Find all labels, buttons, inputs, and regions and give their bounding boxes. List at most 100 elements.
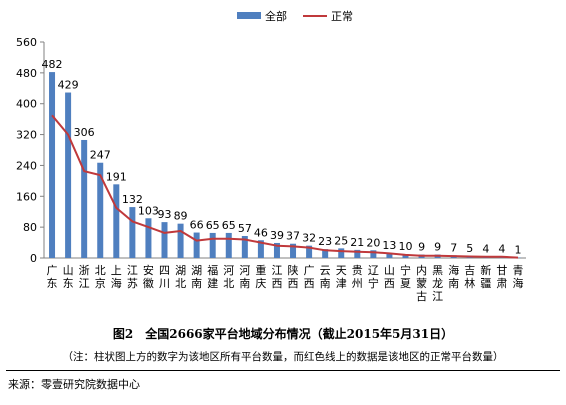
data-label-山西: 13	[382, 239, 396, 252]
bar-江苏	[129, 207, 136, 258]
y-tick-label: 160	[16, 190, 37, 203]
data-label-四川: 93	[158, 208, 172, 221]
divider	[6, 370, 560, 371]
data-label-河南: 57	[238, 222, 252, 235]
bar-北京	[97, 162, 104, 258]
normal-series-line	[51, 114, 519, 259]
data-label-吉林: 5	[466, 242, 473, 255]
category-label-山东: 山东	[63, 264, 74, 290]
bar-山东	[65, 92, 72, 259]
data-label-陕西: 37	[286, 230, 300, 243]
data-label-安徽: 103	[138, 204, 159, 217]
category-label-广西: 广西	[304, 264, 315, 290]
bar-江西	[273, 242, 280, 258]
bar-陕西	[290, 243, 297, 258]
bar-安徽	[145, 218, 152, 258]
data-label-山东: 429	[58, 79, 79, 92]
category-label-宁夏: 宁夏	[400, 263, 411, 290]
bar-福建	[209, 232, 216, 258]
category-label-四川: 四川	[159, 264, 170, 290]
source-text: 来源：零壹研究院数据中心	[8, 378, 140, 391]
data-label-北京: 247	[90, 149, 111, 162]
category-label-湖南: 湖南	[191, 264, 202, 290]
y-tick-label: 480	[16, 67, 37, 80]
category-label-湖北: 湖北	[175, 264, 186, 290]
bar-河南	[241, 236, 248, 258]
data-label-内蒙古: 9	[418, 241, 425, 254]
figure-note: （注：柱状图上方的数字为该地区所有平台数量，而红色线上的数据是该地区的正常平台数…	[62, 351, 504, 363]
legend-bar-label: 全部	[265, 9, 287, 23]
category-labels: 广东山东浙江北京上海江苏安徽四川湖北湖南福建河北河南重庆江西陕西广西云南天津贵州…	[47, 263, 524, 303]
axes: 0 80 160 240 320 400 480 560	[16, 36, 526, 265]
bar-广东	[49, 72, 56, 258]
data-label-青海: 1	[514, 244, 521, 257]
bar-湖南	[193, 232, 200, 258]
category-label-新疆: 新疆	[480, 263, 491, 290]
legend-bar-swatch	[237, 12, 261, 19]
bar-山西	[386, 252, 393, 258]
category-label-黑龙江: 黑龙江	[432, 264, 443, 303]
category-label-贵州: 贵州	[352, 264, 363, 290]
data-label-湖南: 66	[190, 219, 204, 232]
legend: 全部 正常	[237, 9, 353, 23]
bar-上海	[113, 184, 120, 258]
category-label-广东: 广东	[47, 264, 58, 290]
bar-浙江	[81, 139, 88, 258]
y-tick-label: 0	[30, 252, 37, 265]
category-label-内蒙古: 内蒙古	[416, 263, 427, 303]
bar-天津	[338, 248, 345, 258]
figure-caption: 图2 全国2666家平台地域分布情况（截止2015年5月31日）	[112, 327, 454, 341]
category-label-上海: 上海	[111, 264, 122, 290]
data-label-重庆: 46	[254, 226, 268, 239]
bar-宁夏	[402, 254, 409, 258]
data-label-宁夏: 10	[399, 240, 413, 253]
category-label-云南: 云南	[320, 264, 331, 290]
bar-辽宁	[370, 250, 377, 258]
data-label-河北: 65	[222, 219, 236, 232]
data-label-湖北: 89	[174, 210, 188, 223]
y-tick-label: 320	[16, 129, 37, 142]
bar-云南	[322, 249, 329, 258]
y-tick-label: 400	[16, 98, 37, 111]
bar-四川	[161, 222, 168, 258]
data-label-广西: 32	[302, 232, 316, 245]
y-tick-label: 80	[23, 221, 37, 234]
category-label-江西: 江西	[271, 264, 282, 290]
category-label-河南: 河南	[239, 264, 250, 290]
category-label-海南: 海南	[448, 263, 459, 290]
data-label-广东: 482	[42, 58, 63, 71]
data-label-上海: 191	[106, 170, 127, 183]
data-label-黑龙江: 9	[434, 241, 441, 254]
data-label-江苏: 132	[122, 193, 143, 206]
data-label-贵州: 21	[350, 236, 364, 249]
category-label-河北: 河北	[223, 264, 234, 290]
normal-series-polyline	[51, 114, 519, 259]
bar-重庆	[257, 240, 264, 258]
category-label-甘肃: 甘肃	[496, 264, 507, 290]
category-label-天津: 天津	[336, 264, 347, 290]
bars	[49, 72, 521, 259]
chart: 全部 正常 0 80 160 240 320 400 480 560 482 429 306 247…	[16, 9, 526, 303]
bar-湖北	[177, 223, 184, 258]
data-label-甘肃: 4	[498, 242, 505, 255]
category-label-重庆: 重庆	[255, 263, 266, 290]
category-label-辽宁: 辽宁	[368, 264, 379, 290]
category-label-吉林: 吉林	[464, 264, 475, 290]
category-label-陕西: 陕西	[288, 263, 299, 290]
data-label-辽宁: 20	[366, 236, 380, 249]
category-label-安徽: 安徽	[143, 263, 154, 290]
category-label-江苏: 江苏	[127, 264, 138, 290]
data-label-天津: 25	[334, 234, 348, 247]
data-label-云南: 23	[318, 235, 332, 248]
category-label-浙江: 浙江	[79, 264, 90, 290]
data-label-海南: 7	[450, 241, 457, 254]
bar-河北	[225, 232, 232, 258]
data-label-江西: 39	[270, 229, 284, 242]
legend-line-label: 正常	[331, 10, 353, 23]
y-tick-label: 560	[16, 36, 37, 49]
category-label-青海: 青海	[512, 264, 523, 290]
category-label-北京: 北京	[95, 264, 106, 290]
bar-广西	[306, 245, 313, 258]
category-label-山西: 山西	[384, 264, 395, 290]
